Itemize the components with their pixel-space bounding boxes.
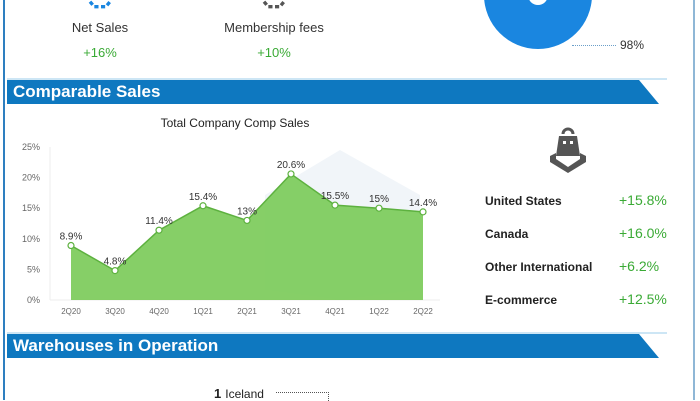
- data-label: 15.5%: [321, 191, 349, 202]
- x-tick-label: 1Q21: [193, 307, 213, 316]
- warehouse-count: 1: [214, 386, 222, 401]
- x-tick-label: 1Q22: [369, 307, 389, 316]
- region-name: United States: [485, 194, 562, 208]
- banner-underline: [7, 78, 667, 80]
- x-tick-label: 4Q21: [325, 307, 345, 316]
- region-value: +12.5%: [619, 291, 667, 307]
- banner-underline: [7, 332, 667, 334]
- comp-sales-area-chart: 0% 5% 10% 15% 20% 25% 8.9% 4.8% 11.4% 15.4% 13% 20.…: [22, 142, 440, 316]
- data-label: 15%: [369, 194, 389, 205]
- y-tick-label: 25%: [22, 142, 40, 152]
- data-label: 11.4%: [145, 216, 173, 227]
- data-label: 15.4%: [189, 192, 217, 203]
- x-tick-label: 4Q20: [149, 307, 169, 316]
- y-tick-label: 5%: [27, 264, 40, 274]
- region-row-e-commerce: E-commerce +12.5%: [485, 291, 667, 311]
- kpi-label: Membership fees: [224, 20, 324, 35]
- data-point[interactable]: [287, 170, 295, 178]
- data-point[interactable]: [155, 226, 163, 234]
- data-point[interactable]: [243, 216, 251, 225]
- kpi-value: +16%: [83, 45, 117, 60]
- kpi-net-sales: Net Sales +16%: [25, 0, 175, 60]
- donut-value-label: 98%: [620, 38, 645, 52]
- donut-leader-line: [572, 45, 616, 46]
- y-tick-label: 20%: [22, 173, 40, 183]
- region-name: E-commerce: [485, 293, 558, 307]
- kpi-label: Net Sales: [71, 20, 129, 35]
- y-tick-label: 15%: [22, 203, 40, 213]
- data-point[interactable]: [67, 241, 75, 250]
- data-label: 20.6%: [277, 160, 305, 171]
- warehouse-country: Iceland: [225, 387, 264, 401]
- shopping-bag-icon: [550, 127, 586, 173]
- chart-title: Total Company Comp Sales: [160, 116, 310, 130]
- kpi-value: +10%: [257, 45, 291, 60]
- warehouse-item-iceland: 1 Iceland: [214, 386, 264, 401]
- gray-cycle-icon: [262, 0, 286, 9]
- frame-border-right: [693, 0, 695, 400]
- warehouse-leader-line: [276, 392, 329, 401]
- y-tick-label: 0%: [27, 295, 40, 305]
- x-tick-label: 2Q21: [237, 307, 257, 316]
- section-banner-comparable-sales: Comparable Sales: [7, 80, 659, 104]
- region-value: +15.8%: [619, 192, 667, 208]
- data-point[interactable]: [111, 267, 119, 275]
- region-name: Canada: [485, 227, 529, 241]
- x-tick-label: 2Q22: [413, 307, 433, 316]
- region-value: +6.2%: [619, 258, 660, 274]
- blue-cycle-icon: [88, 0, 112, 9]
- data-point[interactable]: [199, 202, 207, 210]
- frame-border-left: [3, 0, 5, 400]
- x-tick-label: 2Q20: [61, 307, 81, 316]
- data-point[interactable]: [331, 201, 339, 209]
- kpi-membership-fees: Membership fees +10%: [199, 0, 349, 60]
- donut-chart: [483, 0, 593, 63]
- region-value: +16.0%: [619, 225, 667, 241]
- region-name: Other International: [485, 260, 593, 274]
- data-label: 4.8%: [104, 257, 127, 268]
- data-point[interactable]: [375, 204, 383, 212]
- section-banner-warehouses: Warehouses in Operation: [7, 334, 659, 358]
- y-tick-label: 10%: [22, 234, 40, 244]
- data-label: 14.4%: [409, 198, 437, 209]
- region-row-united-states: United States +15.8%: [485, 192, 667, 212]
- data-point[interactable]: [419, 208, 427, 216]
- x-tick-label: 3Q21: [281, 307, 301, 316]
- data-label: 13%: [237, 206, 257, 217]
- region-row-canada: Canada +16.0%: [485, 225, 667, 245]
- data-label: 8.9%: [60, 232, 83, 243]
- region-row-other-international: Other International +6.2%: [485, 258, 659, 278]
- x-tick-label: 3Q20: [105, 307, 125, 316]
